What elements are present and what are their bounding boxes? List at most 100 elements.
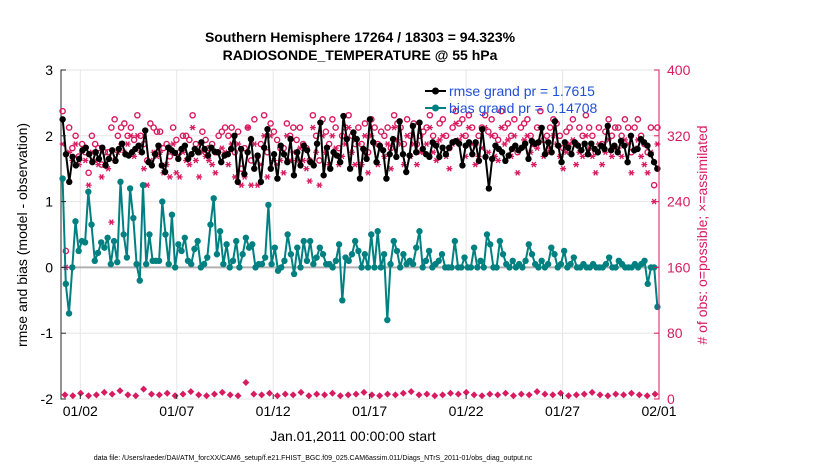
obs-assimilated-marker (225, 161, 232, 168)
y-right-tick-label: 0 (667, 391, 675, 407)
obs-rejected-marker (533, 388, 541, 396)
obs-assimilated-stroke (453, 120, 459, 127)
bias-series-point (425, 247, 433, 255)
obs-possible-marker (634, 116, 642, 123)
obs-possible-marker (494, 136, 502, 144)
bias-series-point (612, 264, 619, 271)
bias-series-point (94, 249, 102, 257)
obs-possible-marker (520, 120, 528, 127)
obs-assimilated-stroke (362, 132, 368, 139)
obs-assimilated-stroke (583, 132, 589, 139)
rmse-series-point (303, 147, 311, 154)
bias-series-point (467, 264, 475, 271)
obs-rejected-marker (462, 388, 470, 396)
obs-assimilated-stroke (135, 132, 140, 139)
x-tick-label: 01/12 (256, 403, 291, 419)
obs-assimilated-stroke (245, 124, 251, 131)
rmse-series-point (538, 124, 545, 132)
obs-assimilated-stroke (252, 141, 257, 147)
rmse-series-point (251, 165, 258, 172)
rmse-series-point (654, 165, 661, 172)
bias-series-point (284, 231, 291, 238)
obs-rejected-marker (415, 391, 423, 399)
obs-possible-marker (309, 111, 317, 119)
obs-assimilated-stroke (427, 124, 433, 131)
bias-series-point (236, 264, 243, 271)
bias-series-point (644, 280, 651, 288)
y-tick-label: 0 (45, 259, 53, 275)
obs-assimilated-marker (72, 141, 79, 147)
bias-series-point (130, 214, 137, 222)
bias-series-point (261, 254, 269, 261)
obs-assimilated-stroke (83, 157, 88, 164)
obs-assimilated-marker (504, 136, 511, 143)
obs-assimilated-stroke (125, 141, 130, 147)
rmse-series-point (386, 151, 393, 158)
bias-series-point (422, 257, 430, 265)
obs-assimilated-marker (495, 157, 502, 164)
rmse-series-point (627, 132, 635, 139)
obs-possible-marker (111, 116, 118, 123)
obs-rejected-marker (69, 392, 77, 400)
rmse-series-point (485, 185, 493, 192)
rmse-series-point (545, 139, 552, 146)
legend-bias-marker (432, 104, 439, 112)
rmse-series-point (376, 142, 384, 149)
rmse-series-point (59, 116, 66, 123)
obs-rejected-marker (92, 391, 100, 399)
obs-possible-marker (134, 111, 141, 119)
rmse-series-point (310, 162, 317, 169)
obs-assimilated-stroke (560, 165, 566, 172)
bias-series-point (413, 244, 420, 251)
bias-series-point (233, 237, 240, 245)
obs-rejected-marker (541, 390, 549, 398)
obs-rejected-marker (596, 391, 604, 399)
rmse-series-point (479, 126, 486, 133)
bias-series-point (329, 264, 336, 271)
rmse-series-point (521, 140, 529, 147)
rmse-series-point (75, 155, 83, 163)
bias-series-point (114, 258, 121, 266)
rmse-series-point (373, 158, 380, 166)
obs-assimilated-marker (404, 132, 411, 139)
rmse-series-point (175, 155, 182, 163)
obs-assimilated-stroke (187, 161, 192, 168)
obs-rejected-marker (588, 388, 596, 396)
rmse-series-point (432, 142, 440, 149)
obs-possible-marker (173, 136, 180, 144)
bias-series-point (294, 244, 301, 251)
obs-possible-marker (517, 124, 525, 131)
obs-assimilated-stroke (440, 132, 446, 139)
obs-assimilated-stroke (525, 132, 530, 139)
obs-assimilated-stroke (391, 124, 397, 131)
obs-rejected-marker (163, 389, 171, 397)
rmse-series-point (204, 152, 212, 159)
bias-series-point (538, 257, 545, 265)
obs-possible-marker (377, 128, 385, 135)
rmse-series-point (360, 145, 367, 153)
bias-series-point (268, 260, 275, 268)
obs-possible-marker (127, 124, 135, 131)
rmse-series-point (564, 144, 572, 151)
obs-rejected-marker (549, 391, 557, 399)
bias-series-point (97, 239, 105, 246)
obs-assimilated-stroke (573, 161, 579, 168)
obs-rejected-marker (478, 392, 486, 400)
rmse-series-point (300, 142, 308, 149)
rmse-series-point (588, 140, 595, 147)
rmse-series-point (214, 149, 222, 156)
rmse-series-point (148, 162, 156, 169)
bias-series-point (358, 264, 365, 271)
bias-series-point (65, 310, 73, 317)
obs-possible-marker (59, 107, 66, 115)
obs-rejected-marker (502, 389, 510, 397)
y-tick-label: 2 (45, 128, 53, 144)
obs-rejected-marker (61, 391, 69, 399)
obs-assimilated-marker (140, 165, 147, 172)
rmse-series-point (66, 178, 73, 186)
obs-assimilated-marker (498, 124, 505, 131)
obs-rejected-marker (635, 391, 643, 399)
legend-bias-label: bias grand pr = 0.14708 (449, 100, 597, 116)
bias-series-point (133, 260, 140, 268)
obs-assimilated-marker (465, 124, 472, 131)
